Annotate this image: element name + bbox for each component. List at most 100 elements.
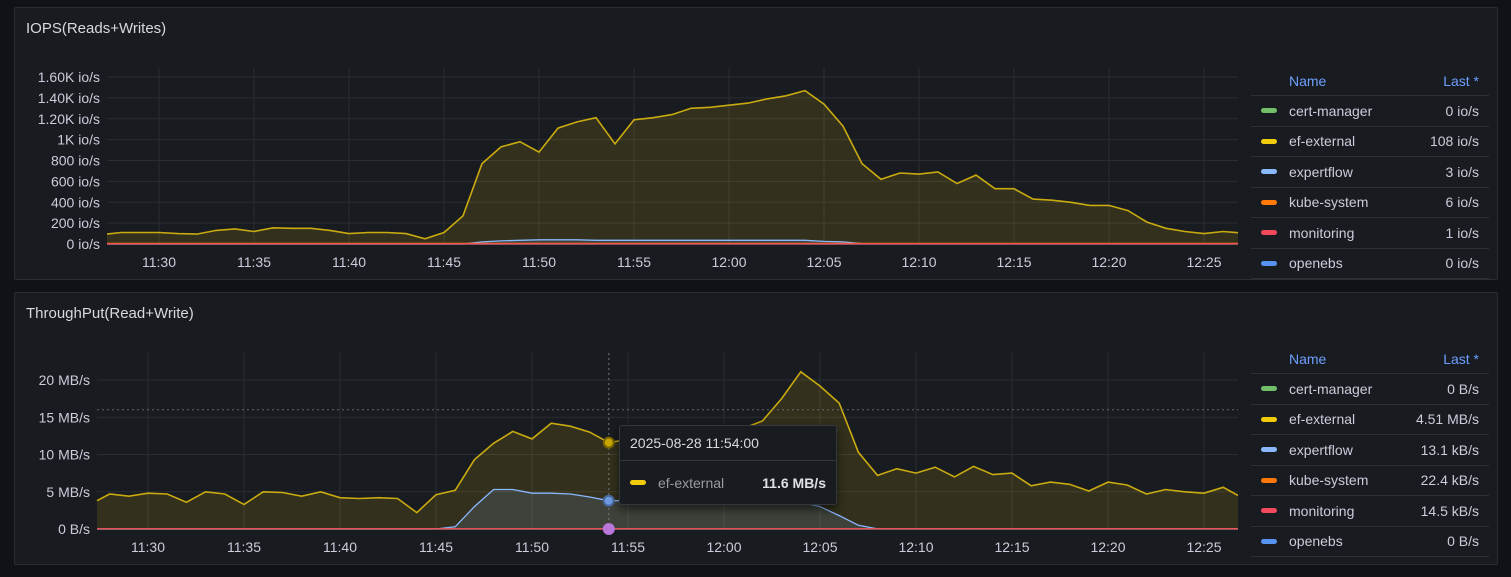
legend-table: Name Last * cert-manager 0 B/s ef-external…	[1251, 344, 1489, 557]
legend-series-name: openebs	[1289, 255, 1343, 272]
hover-point-expertflow	[602, 494, 615, 507]
panel-title: ThroughPut(Read+Write)	[26, 305, 194, 322]
x-tick-label: 12:20	[1090, 539, 1125, 555]
x-tick-label: 12:20	[1091, 254, 1126, 270]
series-swatch	[1261, 169, 1277, 175]
legend-item-monitoring[interactable]: monitoring 1 io/s	[1251, 218, 1489, 249]
y-tick-label: 15 MB/s	[39, 409, 90, 425]
x-tick-label: 12:00	[706, 539, 741, 555]
series-swatch	[1261, 108, 1277, 114]
x-tick-label: 11:55	[611, 539, 645, 555]
legend-series-name: ef-external	[1289, 133, 1356, 150]
legend-item-cert-manager[interactable]: cert-manager 0 io/s	[1251, 96, 1489, 127]
legend-series-last: 0 io/s	[1445, 255, 1479, 272]
panel-iops: IOPS(Reads+Writes) Name Last * cert-mana…	[14, 7, 1498, 280]
x-tick-label: 12:15	[996, 254, 1031, 270]
legend-series-name: kube-system	[1289, 472, 1369, 489]
legend-header: Name Last *	[1251, 344, 1489, 374]
legend-item-ef-external[interactable]: ef-external 108 io/s	[1251, 127, 1489, 157]
y-tick-label: 10 MB/s	[39, 447, 90, 463]
legend-item-openebs[interactable]: openebs 0 B/s	[1251, 527, 1489, 557]
series-swatch	[1261, 416, 1277, 422]
legend-series-name: monitoring	[1289, 224, 1355, 241]
tooltip-row: ef-external 11.6 MB/s	[620, 461, 836, 504]
series-swatch	[1261, 386, 1277, 392]
legend-header-name[interactable]: Name	[1289, 72, 1327, 89]
x-tick-label: 12:05	[806, 254, 841, 270]
legend-series-name: cert-manager	[1289, 380, 1373, 397]
legend-header-name[interactable]: Name	[1289, 350, 1327, 367]
y-tick-label: 800 io/s	[51, 153, 100, 169]
legend-series-last: 0 io/s	[1445, 102, 1479, 119]
series-swatch	[1261, 508, 1277, 514]
y-tick-label: 600 io/s	[51, 173, 100, 189]
legend-item-monitoring[interactable]: monitoring 14.5 kB/s	[1251, 496, 1489, 527]
x-tick-label: 12:10	[901, 254, 936, 270]
series-swatch	[1261, 477, 1277, 483]
series-swatch	[1261, 138, 1277, 144]
x-tick-label: 11:45	[419, 539, 453, 555]
x-tick-label: 11:40	[332, 254, 366, 270]
series-swatch	[1261, 230, 1277, 236]
x-tick-label: 12:25	[1186, 539, 1221, 555]
legend-series-name: expertflow	[1289, 441, 1353, 458]
y-tick-label: 0 B/s	[58, 521, 90, 537]
series-swatch	[1261, 538, 1277, 544]
x-tick-label: 12:00	[711, 254, 746, 270]
x-tick-label: 11:55	[617, 254, 651, 270]
y-tick-label: 1K io/s	[57, 132, 100, 148]
hover-point-zero	[602, 523, 615, 535]
series-line-ef-external	[106, 89, 1239, 240]
legend-item-expertflow[interactable]: expertflow 3 io/s	[1251, 157, 1489, 188]
legend-series-last: 3 io/s	[1445, 163, 1479, 180]
legend-series-name: cert-manager	[1289, 102, 1373, 119]
legend-header-last[interactable]: Last *	[1443, 350, 1479, 367]
x-tick-label: 11:50	[515, 539, 549, 555]
x-tick-label: 12:15	[994, 539, 1029, 555]
legend-item-expertflow[interactable]: expertflow 13.1 kB/s	[1251, 435, 1489, 466]
legend-item-cert-manager[interactable]: cert-manager 0 B/s	[1251, 374, 1489, 405]
legend-item-kube-system[interactable]: kube-system 22.4 kB/s	[1251, 466, 1489, 496]
x-tick-label: 12:25	[1186, 254, 1221, 270]
legend-header: Name Last *	[1251, 66, 1489, 96]
x-tick-label: 11:45	[427, 254, 461, 270]
legend-series-last: 4.51 MB/s	[1415, 411, 1479, 428]
legend-series-last: 1 io/s	[1445, 224, 1479, 241]
x-tick-label: 12:05	[802, 539, 837, 555]
legend-series-name: openebs	[1289, 533, 1343, 550]
legend-series-name: expertflow	[1289, 163, 1353, 180]
x-tick-label: 11:30	[131, 539, 165, 555]
legend-series-name: kube-system	[1289, 194, 1369, 211]
legend-series-last: 0 B/s	[1447, 380, 1479, 397]
legend-table: Name Last * cert-manager 0 io/s ef-externa…	[1251, 66, 1489, 279]
legend-item-kube-system[interactable]: kube-system 6 io/s	[1251, 188, 1489, 218]
x-tick-label: 12:10	[898, 539, 933, 555]
y-tick-label: 400 io/s	[51, 194, 100, 210]
x-tick-label: 11:30	[142, 254, 176, 270]
panel-title: IOPS(Reads+Writes)	[26, 20, 167, 37]
legend-series-last: 14.5 kB/s	[1420, 502, 1479, 519]
legend-series-last: 108 io/s	[1429, 133, 1479, 150]
x-tick-label: 11:35	[237, 254, 271, 270]
tooltip-time: 2025-08-28 11:54:00	[620, 426, 836, 461]
y-tick-label: 1.40K io/s	[38, 90, 100, 106]
series-area-ef-external	[107, 90, 1238, 244]
legend-header-last[interactable]: Last *	[1443, 72, 1479, 89]
tooltip-series: ef-external	[658, 474, 725, 491]
legend-item-openebs[interactable]: openebs 0 io/s	[1251, 249, 1489, 279]
y-tick-label: 5 MB/s	[46, 484, 90, 500]
series-swatch	[1261, 447, 1277, 453]
hover-point-ef-external	[602, 436, 615, 449]
series-area-expertflow	[107, 239, 1238, 244]
y-tick-label: 20 MB/s	[39, 372, 90, 388]
legend-item-ef-external[interactable]: ef-external 4.51 MB/s	[1251, 405, 1489, 435]
y-tick-label: 0 io/s	[67, 236, 100, 252]
legend-series-last: 22.4 kB/s	[1420, 472, 1479, 489]
x-tick-label: 11:50	[522, 254, 556, 270]
legend-series-last: 13.1 kB/s	[1420, 441, 1479, 458]
tooltip-value: 11.6 MB/s	[762, 474, 826, 491]
y-tick-label: 1.20K io/s	[38, 111, 100, 127]
y-tick-label: 200 io/s	[51, 215, 100, 231]
series-swatch	[1261, 199, 1277, 205]
x-tick-label: 11:40	[323, 539, 357, 555]
